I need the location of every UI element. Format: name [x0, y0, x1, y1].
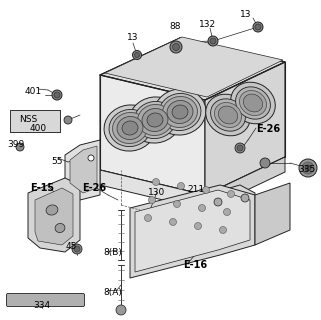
Text: E-26: E-26	[82, 183, 106, 193]
Circle shape	[235, 143, 245, 153]
Circle shape	[54, 92, 60, 98]
Ellipse shape	[167, 100, 193, 124]
Circle shape	[144, 214, 152, 221]
Polygon shape	[28, 178, 80, 252]
Ellipse shape	[109, 109, 151, 147]
Polygon shape	[135, 190, 250, 272]
Polygon shape	[65, 140, 100, 200]
Ellipse shape	[162, 96, 197, 128]
Polygon shape	[100, 38, 285, 100]
Ellipse shape	[236, 87, 270, 119]
Polygon shape	[205, 62, 285, 195]
Ellipse shape	[211, 99, 246, 131]
Text: 399: 399	[7, 140, 25, 149]
Circle shape	[305, 165, 311, 171]
Ellipse shape	[122, 121, 138, 135]
Polygon shape	[255, 183, 290, 245]
Circle shape	[223, 209, 230, 215]
FancyBboxPatch shape	[10, 110, 60, 132]
Circle shape	[228, 190, 235, 197]
Circle shape	[208, 36, 218, 46]
Ellipse shape	[46, 205, 58, 215]
Circle shape	[203, 187, 210, 194]
Ellipse shape	[55, 223, 65, 233]
Ellipse shape	[117, 116, 143, 140]
FancyBboxPatch shape	[6, 293, 84, 307]
Circle shape	[64, 116, 72, 124]
Text: 334: 334	[33, 301, 51, 310]
Ellipse shape	[214, 102, 241, 128]
Ellipse shape	[231, 82, 275, 124]
Ellipse shape	[113, 112, 147, 144]
Ellipse shape	[206, 94, 250, 136]
Circle shape	[241, 194, 249, 202]
Ellipse shape	[159, 93, 201, 131]
Circle shape	[152, 179, 160, 186]
Text: 335: 335	[299, 165, 316, 174]
Polygon shape	[35, 188, 73, 245]
Text: 88: 88	[169, 22, 181, 31]
Polygon shape	[205, 185, 255, 218]
Text: NSS: NSS	[19, 115, 37, 124]
Circle shape	[198, 204, 205, 212]
Polygon shape	[70, 146, 97, 193]
Circle shape	[255, 24, 261, 30]
Circle shape	[88, 155, 94, 161]
Ellipse shape	[154, 89, 206, 135]
Ellipse shape	[137, 104, 172, 136]
Text: E-15: E-15	[30, 183, 54, 193]
Text: 13: 13	[240, 10, 252, 19]
Text: E-26: E-26	[256, 124, 280, 134]
Text: 400: 400	[30, 124, 47, 133]
Circle shape	[134, 52, 140, 58]
Circle shape	[133, 51, 142, 60]
Ellipse shape	[142, 108, 168, 132]
Ellipse shape	[218, 106, 238, 124]
Text: 401: 401	[24, 87, 41, 96]
Circle shape	[52, 90, 62, 100]
Circle shape	[74, 246, 80, 252]
Circle shape	[149, 196, 155, 204]
Polygon shape	[105, 37, 283, 97]
Circle shape	[220, 227, 227, 234]
Ellipse shape	[134, 101, 176, 139]
Circle shape	[237, 145, 243, 151]
Circle shape	[299, 159, 317, 177]
Circle shape	[116, 305, 126, 315]
Text: 45: 45	[65, 242, 77, 251]
Circle shape	[16, 143, 24, 151]
Ellipse shape	[147, 113, 163, 127]
Ellipse shape	[243, 94, 263, 112]
Circle shape	[178, 182, 185, 189]
Ellipse shape	[172, 105, 188, 119]
Ellipse shape	[239, 91, 266, 116]
Circle shape	[172, 44, 179, 51]
Ellipse shape	[104, 105, 156, 151]
Circle shape	[253, 22, 263, 32]
Polygon shape	[130, 185, 255, 278]
Text: 211: 211	[187, 185, 204, 194]
Polygon shape	[100, 75, 205, 195]
Text: 8(B): 8(B)	[103, 248, 122, 257]
Ellipse shape	[129, 97, 181, 143]
Circle shape	[170, 41, 182, 53]
Text: 55: 55	[51, 157, 63, 166]
Polygon shape	[205, 157, 285, 210]
Circle shape	[169, 219, 177, 226]
Circle shape	[302, 162, 314, 174]
Circle shape	[72, 244, 82, 254]
Text: 13: 13	[127, 33, 139, 42]
Text: E-16: E-16	[183, 260, 207, 270]
Circle shape	[195, 222, 202, 229]
Circle shape	[260, 158, 270, 168]
Text: 8(A): 8(A)	[103, 288, 122, 297]
Circle shape	[214, 198, 222, 206]
Text: 130: 130	[148, 188, 166, 197]
Text: 132: 132	[199, 20, 217, 29]
Circle shape	[210, 38, 216, 44]
Polygon shape	[100, 170, 205, 210]
Circle shape	[173, 201, 180, 207]
